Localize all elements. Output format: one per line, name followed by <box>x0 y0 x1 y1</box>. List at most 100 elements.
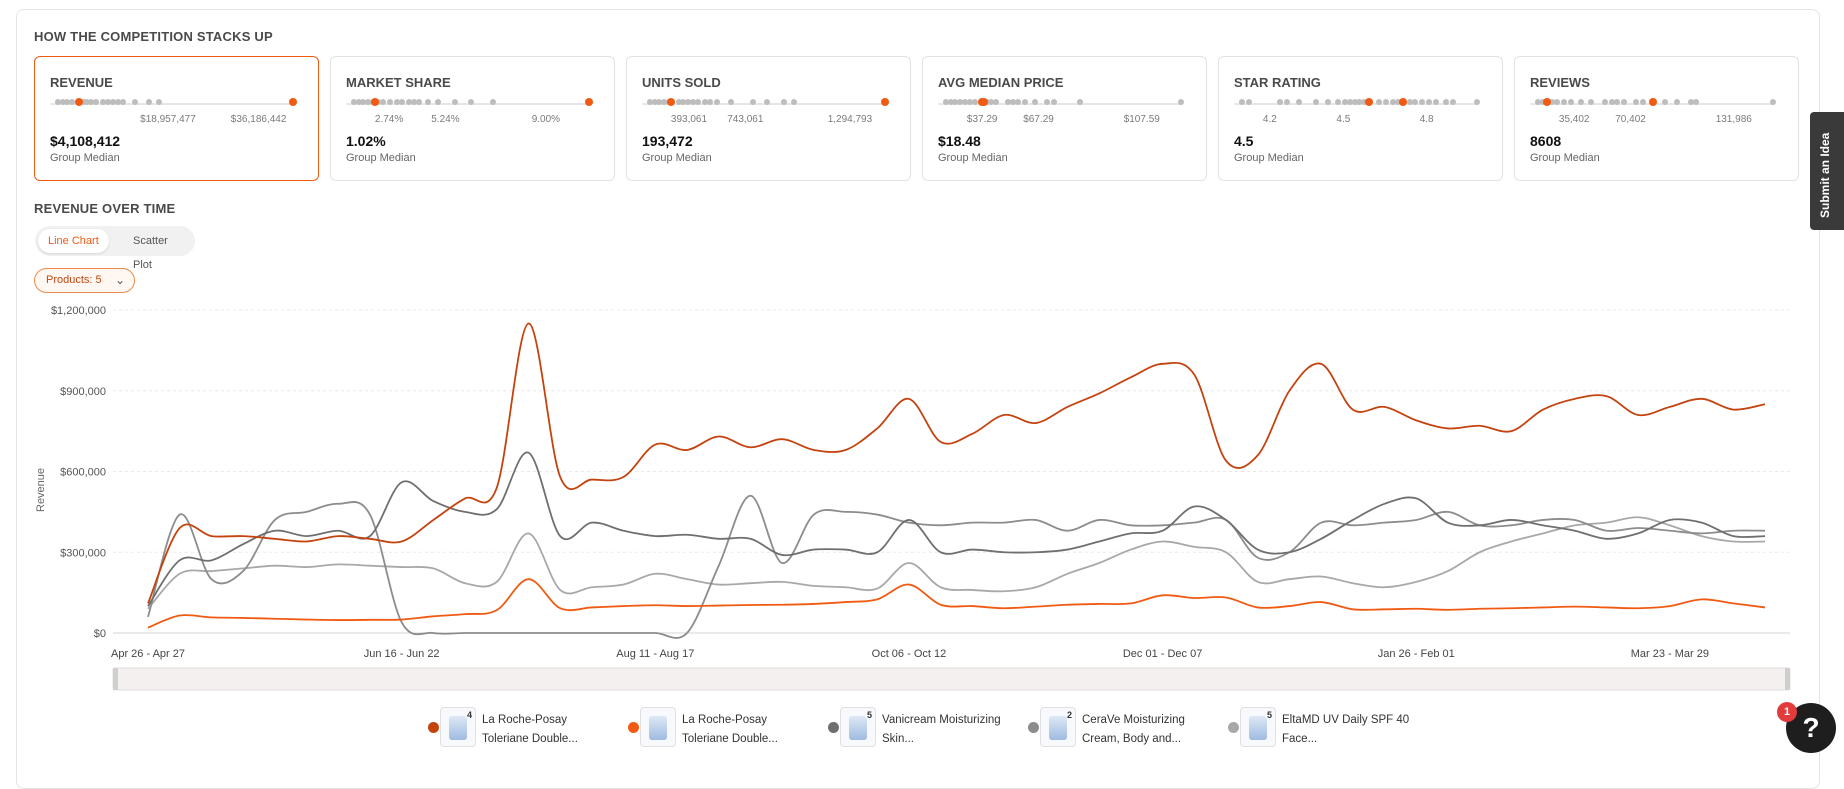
metric-card-units-sold[interactable]: UNITS SOLD 393,061 743,061 1,294,793 193,472… <box>626 56 911 181</box>
distribution-dot <box>1770 99 1776 105</box>
distribution-ticks: 4.2 4.5 4.8 <box>1234 114 1479 126</box>
series-line-2 <box>147 451 1766 607</box>
y-axis-label: Revenue <box>35 467 47 512</box>
metric-card-star-rating[interactable]: STAR RATING 4.2 4.5 4.8 4.5 Group Median <box>1218 56 1503 181</box>
metric-card-label: REVENUE <box>50 75 113 90</box>
distribution-dot <box>1342 99 1348 105</box>
distribution-ticks: 2.74% 5.24% 9.00% <box>346 114 591 126</box>
question-icon: ? <box>1802 712 1820 743</box>
distribution-dot <box>1050 99 1057 105</box>
y-tick-label: $1,200,000 <box>51 305 106 317</box>
distribution-dot <box>706 99 713 105</box>
metric-card-reviews[interactable]: REVIEWS 35,402 70,402 131,986 8608 Group Medi… <box>1514 56 1799 181</box>
distribution-dot <box>100 99 107 105</box>
variant-count: 2 <box>1066 710 1072 720</box>
metric-sub-label: Group Median <box>1234 152 1304 164</box>
highlight-dot <box>1398 98 1407 106</box>
distribution-ticks: $18,957,477 $36,186,442 <box>50 114 295 126</box>
distribution-dot <box>1640 99 1647 105</box>
metric-card-label: STAR RATING <box>1234 75 1321 90</box>
products-filter-dropdown[interactable]: Products: 5 ⌄ <box>34 268 135 293</box>
distribution-dot <box>425 99 432 105</box>
metric-value: 1.02% <box>346 133 386 149</box>
distribution-dot <box>651 99 658 105</box>
metric-card-avg-median-price[interactable]: AVG MEDIAN PRICE $37.29 $67.29 $107.59 $18.4… <box>922 56 1207 181</box>
distribution-dot <box>406 99 412 105</box>
highlight-dot <box>980 98 989 106</box>
distribution-dot <box>54 99 61 105</box>
distribution-tick-label: 2.74% <box>374 114 404 125</box>
range-handle-left <box>113 668 118 690</box>
legend-label: CeraVe Moisturizing Cream, Body and... <box>1082 714 1185 745</box>
distribution-dot <box>1246 99 1252 105</box>
metric-sub-label: Group Median <box>938 152 1008 164</box>
product-image-icon <box>1249 716 1267 740</box>
revenue-section-title: REVENUE OVER TIME <box>34 201 176 216</box>
distribution-dot <box>962 99 968 105</box>
x-tick-label: Dec 01 - Dec 07 <box>1123 648 1202 660</box>
distribution-tick-label: $18,957,477 <box>140 114 196 125</box>
scatter-plot-tab[interactable]: Scatter Plot <box>133 235 168 271</box>
distribution-tick-label: 131,986 <box>1715 114 1752 125</box>
distribution-dot <box>1296 99 1303 105</box>
metric-sub-label: Group Median <box>346 152 416 164</box>
metric-value: 193,472 <box>642 133 693 149</box>
distribution-dot <box>1077 99 1084 105</box>
competition-title: HOW THE COMPETITION STACKS UP <box>34 29 273 44</box>
legend-label: EltaMD UV Daily SPF 40 Face... <box>1282 714 1410 745</box>
distribution-tick-label: 4.8 <box>1419 114 1434 125</box>
x-tick-label: Jan 26 - Feb 01 <box>1378 648 1455 660</box>
distribution-dot <box>690 99 696 105</box>
distribution-dot <box>993 99 1000 105</box>
distribution-dot <box>1043 99 1050 105</box>
legend-item[interactable]: La Roche-Posay Toleriane Double... <box>620 705 820 755</box>
distribution-dot <box>750 99 756 105</box>
product-thumbnail: 5 <box>1240 707 1276 747</box>
distribution-dot <box>675 99 682 105</box>
metric-card-label: UNITS SOLD <box>642 75 721 90</box>
metric-card-revenue[interactable]: REVENUE $18,957,477 $36,186,442 $4,108,412 G… <box>34 56 319 181</box>
distribution-dot <box>1633 99 1640 105</box>
distribution-dot <box>365 99 372 105</box>
product-thumbnail <box>640 707 676 747</box>
distribution-dot <box>957 99 964 105</box>
distribution-dot <box>966 99 973 105</box>
revenue-line-chart: $1,200,000 $900,000 $600,000 $300,000 $0 Apr … <box>51 305 1791 691</box>
distribution-dot <box>83 99 90 105</box>
distribution-dot <box>1426 99 1432 105</box>
distribution-dot <box>942 99 949 105</box>
series-line-1 <box>147 578 1766 629</box>
distribution-dot <box>410 99 417 105</box>
distribution-dot <box>781 99 788 105</box>
distribution-dot <box>350 99 357 105</box>
distribution-track <box>938 103 1183 105</box>
distribution-dot <box>1277 99 1284 105</box>
line-chart-tab[interactable]: Line Chart <box>38 229 109 253</box>
distribution-dot <box>952 99 959 105</box>
distribution-dot <box>88 99 95 105</box>
distribution-dot <box>1474 99 1480 105</box>
highlight-dot <box>881 98 889 106</box>
metric-value: $18.48 <box>938 133 981 149</box>
products-filter-label: Products: 5 <box>46 274 102 286</box>
distribution-tick-label: 70,402 <box>1615 114 1646 125</box>
legend-item[interactable]: 5 EltaMD UV Daily SPF 40 Face... <box>1220 705 1420 755</box>
distribution-tick-label: 4.5 <box>1336 114 1351 125</box>
submit-idea-tab[interactable]: Submit an Idea <box>1810 112 1844 230</box>
distribution-tick-label: 5.24% <box>431 114 460 125</box>
distribution-ticks: $37.29 $67.29 $107.59 <box>938 114 1183 126</box>
distribution-dot <box>114 99 121 105</box>
distribution-dot <box>988 99 995 105</box>
series-line-4 <box>147 516 1766 610</box>
distribution-dot <box>1394 99 1401 105</box>
distribution-dot <box>434 99 441 105</box>
legend-item[interactable]: 2 CeraVe Moisturizing Cream, Body and... <box>1020 705 1220 755</box>
metric-card-market-share[interactable]: MARKET SHARE 2.74% 5.24% 9.00% 1.02% Group Me… <box>330 56 615 181</box>
legend-item[interactable]: 5 Vanicream Moisturizing Skin... <box>820 705 1020 755</box>
legend-item[interactable]: 4 La Roche-Posay Toleriane Double... <box>420 705 620 755</box>
distribution-dot <box>656 99 663 105</box>
distribution-dot <box>1313 99 1320 105</box>
highlight-dot <box>75 98 84 106</box>
legend-label: Vanicream Moisturizing Skin... <box>882 714 1001 745</box>
notification-badge: 1 <box>1777 702 1797 722</box>
